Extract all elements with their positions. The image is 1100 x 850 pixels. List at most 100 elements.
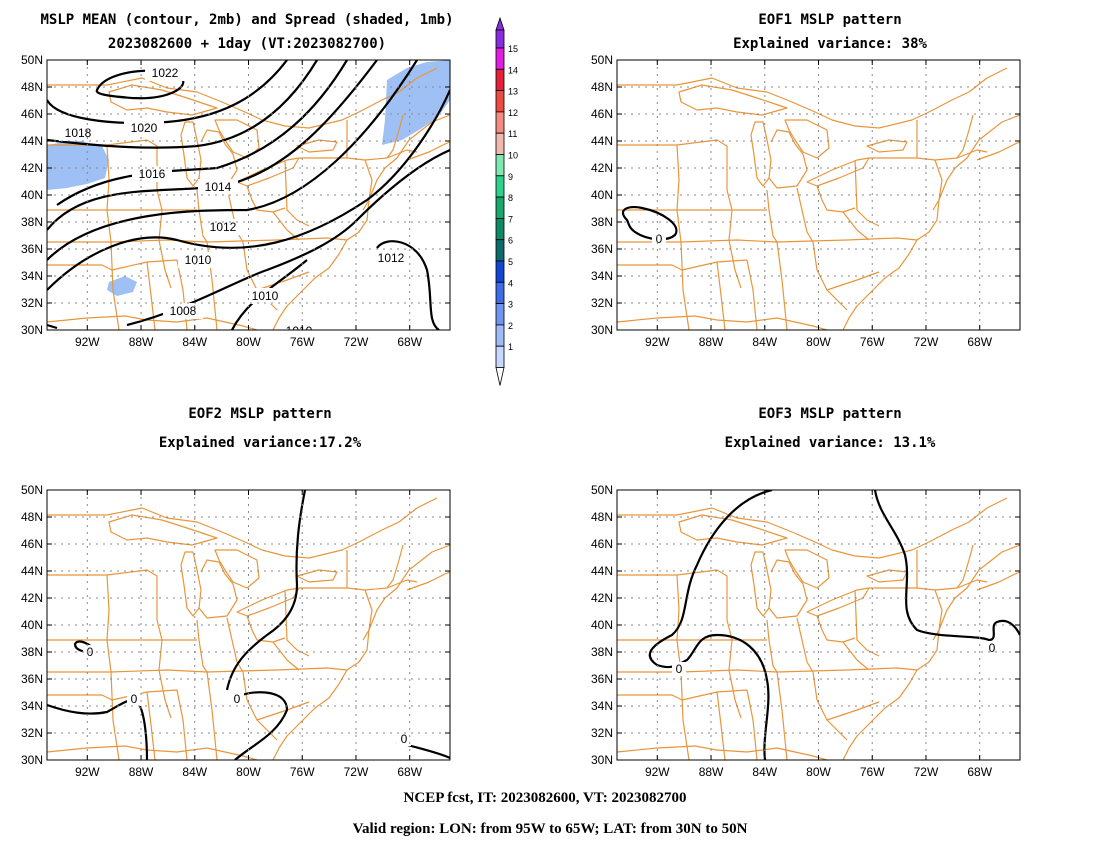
colorbar-cell bbox=[495, 175, 505, 198]
colorbar-cell bbox=[495, 324, 505, 347]
colorbar-label: 15 bbox=[508, 44, 518, 54]
lon-axis-labels: 92W 88W 84W 80W 76W 72W 68W bbox=[645, 335, 993, 349]
panel3-title: EOF2 MSLP pattern bbox=[188, 406, 331, 422]
eof1-contour-label: 0 bbox=[656, 232, 663, 246]
panel1-title: MSLP MEAN (contour, 2mb) and Spread (sha… bbox=[40, 12, 453, 28]
lat-tick-label: 32N bbox=[21, 726, 43, 740]
lat-tick-label: 36N bbox=[591, 242, 613, 256]
lat-tick-label: 34N bbox=[21, 269, 43, 283]
colorbar-label: 13 bbox=[508, 87, 518, 97]
lat-tick-label: 34N bbox=[591, 699, 613, 713]
footer-forecast-info: NCEP fcst, IT: 2023082600, VT: 202308270… bbox=[404, 790, 687, 806]
panel4-title: EOF3 MSLP pattern bbox=[758, 406, 901, 422]
contour-label-1012-b: 1012 bbox=[378, 251, 405, 265]
lon-tick-label: 88W bbox=[699, 335, 724, 349]
lat-tick-label: 32N bbox=[591, 726, 613, 740]
colorbar-label: 9 bbox=[508, 172, 513, 182]
contour-label-1012-a: 1012 bbox=[210, 220, 237, 234]
lat-tick-label: 30N bbox=[591, 323, 613, 337]
contour-labels: 1022 1020 1018 1016 1014 1012 1012 1010 bbox=[59, 65, 411, 330]
colorbar-cell bbox=[495, 132, 505, 155]
graticule bbox=[617, 60, 1020, 330]
lon-tick-label: 80W bbox=[806, 765, 831, 779]
lon-tick-label: 88W bbox=[699, 765, 724, 779]
map-frame bbox=[46, 59, 451, 331]
lat-tick-label: 46N bbox=[21, 537, 43, 551]
lat-axis-labels: 50N 48N 46N 44N 42N 40N 38N 36N 34N 32N 30N bbox=[591, 53, 613, 337]
lon-tick-label: 76W bbox=[290, 335, 315, 349]
colorbar-bottom-arrow bbox=[495, 367, 505, 386]
lon-tick-label: 88W bbox=[129, 335, 154, 349]
lat-tick-label: 46N bbox=[21, 107, 43, 121]
lon-tick-label: 84W bbox=[752, 765, 777, 779]
colorbar-label: 1 bbox=[508, 342, 513, 352]
colorbar-cell bbox=[495, 196, 505, 219]
colorbar-label: 4 bbox=[508, 278, 513, 288]
lon-tick-label: 92W bbox=[645, 335, 670, 349]
lat-tick-label: 32N bbox=[21, 296, 43, 310]
lat-tick-label: 38N bbox=[21, 215, 43, 229]
lat-tick-label: 50N bbox=[591, 483, 613, 497]
contour-label-1014: 1014 bbox=[205, 180, 232, 194]
colorbar-cell bbox=[495, 303, 505, 326]
colorbar-label: 6 bbox=[508, 236, 513, 246]
lon-tick-label: 68W bbox=[397, 765, 422, 779]
panel-eof1: EOF1 MSLP pattern Explained variance: 38… bbox=[591, 12, 1021, 349]
eof3-contours bbox=[648, 490, 1020, 760]
lat-tick-label: 42N bbox=[591, 591, 613, 605]
contour-label-1018: 1018 bbox=[65, 126, 92, 140]
spread-shading bbox=[47, 60, 450, 296]
colorbar-label: 10 bbox=[508, 151, 518, 161]
lon-tick-label: 68W bbox=[967, 335, 992, 349]
colorbar-cell bbox=[495, 345, 505, 368]
colorbar-label: 14 bbox=[508, 65, 518, 75]
lat-tick-label: 50N bbox=[21, 483, 43, 497]
lat-tick-label: 42N bbox=[21, 161, 43, 175]
colorbar-label: 7 bbox=[508, 214, 513, 224]
lat-tick-label: 46N bbox=[591, 107, 613, 121]
lat-tick-label: 36N bbox=[21, 242, 43, 256]
lat-tick-label: 44N bbox=[591, 564, 613, 578]
panel4-subtitle: Explained variance: 13.1% bbox=[725, 435, 936, 451]
panel3-subtitle: Explained variance:17.2% bbox=[159, 435, 362, 451]
lat-tick-label: 40N bbox=[591, 618, 613, 632]
lat-tick-label: 50N bbox=[21, 53, 43, 67]
axis-ticks bbox=[47, 489, 450, 761]
lon-tick-label: 72W bbox=[914, 335, 939, 349]
colorbar-cell bbox=[495, 90, 505, 113]
lon-tick-label: 76W bbox=[860, 335, 885, 349]
spread-colorbar: 15 14 13 12 11 10 9 8 7 6 5 4 3 2 1 bbox=[495, 16, 518, 386]
lon-tick-label: 88W bbox=[129, 765, 154, 779]
colorbar-cell bbox=[495, 217, 505, 241]
lon-tick-label: 80W bbox=[236, 335, 261, 349]
graticule bbox=[47, 60, 450, 330]
lon-tick-label: 92W bbox=[75, 765, 100, 779]
lat-tick-label: 30N bbox=[21, 753, 43, 767]
lon-tick-label: 68W bbox=[967, 765, 992, 779]
colorbar-cell bbox=[495, 281, 505, 304]
contour-label-1010-a: 1010 bbox=[185, 253, 212, 267]
lat-tick-label: 40N bbox=[21, 618, 43, 632]
map-frame bbox=[46, 489, 451, 761]
lon-tick-label: 80W bbox=[806, 335, 831, 349]
map-frame bbox=[616, 489, 1021, 761]
colorbar-cell bbox=[495, 29, 505, 49]
lat-axis-labels: 50N 48N 46N 44N 42N 40N 38N 36N 34N 32N 30N bbox=[21, 483, 43, 767]
contour-label-1020: 1020 bbox=[131, 121, 158, 135]
colorbar-cell bbox=[495, 111, 505, 134]
contour-label-1010-b: 1010 bbox=[252, 289, 279, 303]
map-frame bbox=[616, 59, 1021, 331]
colorbar-cell bbox=[495, 68, 505, 92]
lon-axis-labels: 92W 88W 84W 80W 76W 72W 68W bbox=[645, 765, 993, 779]
contour-label-1016: 1016 bbox=[139, 167, 166, 181]
lon-tick-label: 76W bbox=[290, 765, 315, 779]
lat-tick-label: 30N bbox=[591, 753, 613, 767]
lon-tick-label: 72W bbox=[344, 335, 369, 349]
lat-tick-label: 36N bbox=[591, 672, 613, 686]
colorbar-cell bbox=[495, 260, 505, 283]
lat-tick-label: 38N bbox=[591, 645, 613, 659]
lon-tick-label: 68W bbox=[397, 335, 422, 349]
lat-tick-label: 48N bbox=[21, 80, 43, 94]
lat-tick-label: 48N bbox=[591, 80, 613, 94]
